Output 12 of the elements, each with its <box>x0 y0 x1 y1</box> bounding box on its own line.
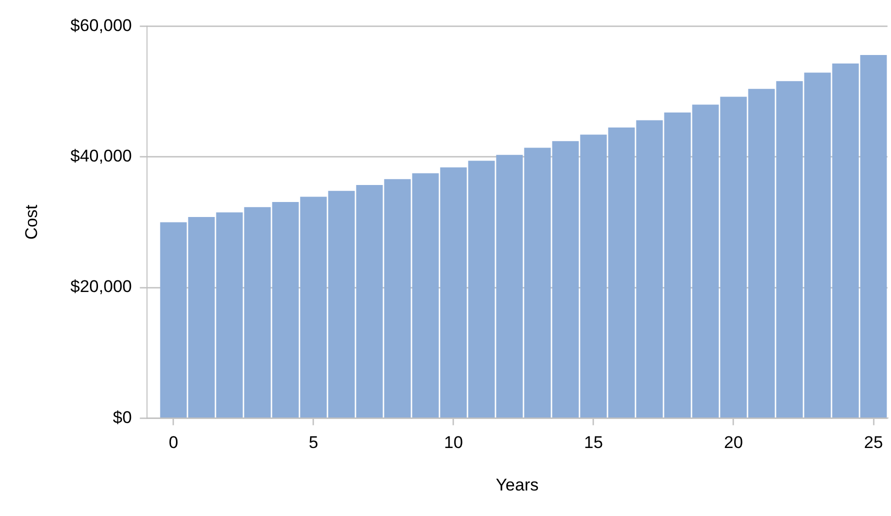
y-tick-label: $60,000 <box>70 16 132 35</box>
x-tick-label: 10 <box>444 433 463 452</box>
y-tick-label: $0 <box>112 408 132 427</box>
x-tick-label: 25 <box>864 433 883 452</box>
x-tick-label: 20 <box>724 433 743 452</box>
x-axis-title: Years <box>496 475 539 494</box>
x-tick-label: 15 <box>584 433 603 452</box>
x-tick-label: 5 <box>308 433 318 452</box>
x-tick-label: 0 <box>168 433 178 452</box>
y-tick-label: $20,000 <box>70 277 132 296</box>
y-axis-title: Cost <box>22 204 41 240</box>
y-tick-label: $40,000 <box>70 146 132 166</box>
